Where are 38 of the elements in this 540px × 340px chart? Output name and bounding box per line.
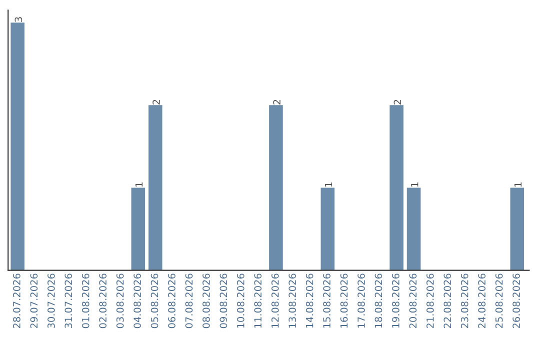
x-tick-label: 25.08.2026 xyxy=(495,274,503,328)
x-tick-label: 23.08.2026 xyxy=(460,274,468,328)
x-tick-label: 20.08.2026 xyxy=(409,274,417,328)
data-label: 3 xyxy=(14,17,22,22)
data-label: 1 xyxy=(411,182,418,187)
x-tick-label: 08.08.2026 xyxy=(202,274,210,328)
x-tick-label: 18.08.2026 xyxy=(374,274,382,328)
x-tick-label: 28.07.2026 xyxy=(13,274,20,328)
x-tick-label: 01.08.2026 xyxy=(82,274,90,328)
x-tick-label: 29.07.2026 xyxy=(30,274,38,328)
x-tick-label: 11.08.2026 xyxy=(254,274,262,328)
x-tick-label: 21.08.2026 xyxy=(426,274,434,328)
data-label: 2 xyxy=(152,100,160,104)
x-tick-label: 10.08.2026 xyxy=(236,274,244,328)
x-tick-label: 31.07.2026 xyxy=(64,274,72,328)
x-tick-label: 03.08.2026 xyxy=(116,274,124,328)
x-tick-label: 24.08.2026 xyxy=(478,274,486,328)
x-tick-label: 15.08.2026 xyxy=(323,274,330,328)
x-tick-label: 12.08.2026 xyxy=(271,274,279,328)
x-tick-label: 04.08.2026 xyxy=(134,274,141,328)
x-tick-label: 02.08.2026 xyxy=(99,274,107,328)
x-tick-label: 30.07.2026 xyxy=(47,274,55,328)
data-label: 1 xyxy=(324,182,332,187)
data-label: 1 xyxy=(135,182,143,187)
x-tick-label: 07.08.2026 xyxy=(185,274,193,328)
x-tick-label: 26.08.2026 xyxy=(512,274,520,328)
data-label: 1 xyxy=(514,182,522,187)
x-tick-label: 22.08.2026 xyxy=(444,274,452,328)
x-tick-label: 17.08.2026 xyxy=(358,274,365,328)
x-tick-label: 19.08.2026 xyxy=(392,274,400,328)
x-tick-label: 16.08.2026 xyxy=(340,274,348,328)
x-tick-label: 06.08.2026 xyxy=(168,274,176,328)
data-label: 2 xyxy=(273,100,280,104)
x-tick-label: 14.08.2026 xyxy=(306,274,314,328)
x-tick-label: 05.08.2026 xyxy=(150,274,158,328)
x-tick-label: 09.08.2026 xyxy=(220,274,228,328)
data-label: 2 xyxy=(394,100,401,104)
x-tick-label: 13.08.2026 xyxy=(288,274,296,328)
